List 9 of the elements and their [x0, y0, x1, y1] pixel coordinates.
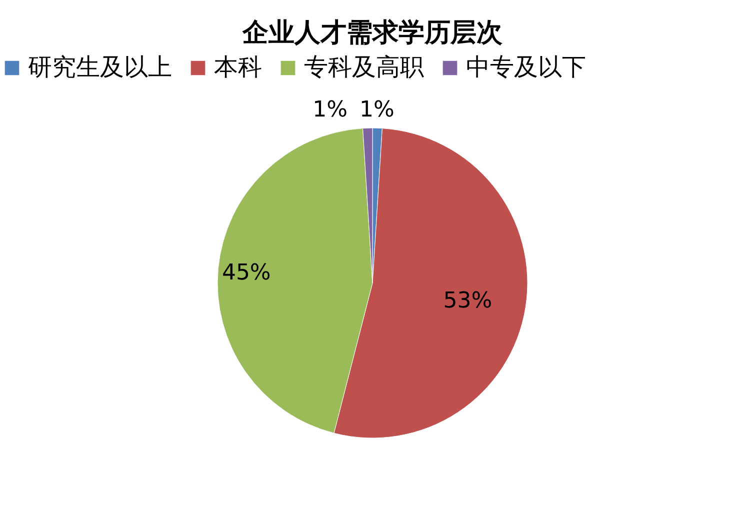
legend-label: 研究生及以上 [28, 53, 172, 81]
data-label: 53% [443, 288, 492, 314]
data-label: 1% [360, 97, 394, 122]
legend-label: 中专及以下 [466, 53, 586, 81]
data-label: 1% [312, 97, 348, 122]
legend-label: 本科 [214, 53, 262, 81]
chart-title: 企业人才需求学历层次 [242, 18, 504, 48]
legend-label: 专科及高职 [304, 53, 424, 81]
data-label: 45% [222, 260, 271, 286]
